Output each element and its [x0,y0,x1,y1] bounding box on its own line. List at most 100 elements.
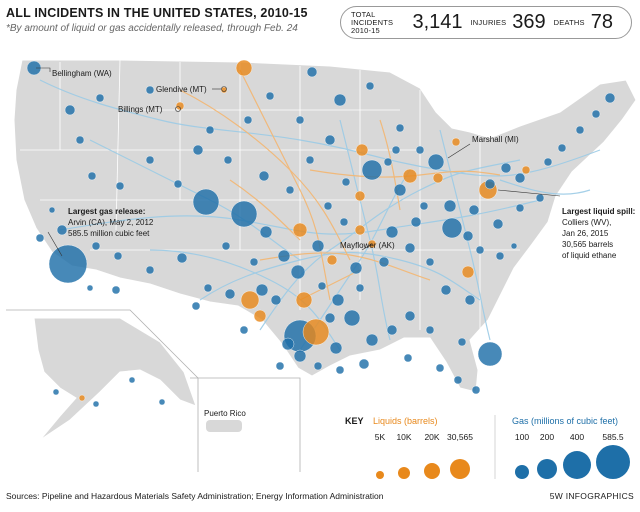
callout-liquid-line3: Jan 26, 2015 [562,229,609,238]
gas-incident-bubble [145,265,155,275]
gas-incident-bubble [443,199,457,213]
gas-incident-bubble [91,241,101,251]
gas-incident-bubble [270,294,282,306]
deaths-value: 78 [590,11,613,33]
gas-incident-bubble [95,93,105,103]
gas-incident-bubble [361,159,383,181]
gas-incident-bubble [255,283,269,297]
gas-incident-bubble [365,333,379,347]
callout-glendive: Glendive (MT) [156,85,227,94]
liquid-incident-bubble [240,290,260,310]
key-liquid-circle [450,459,470,479]
gas-incident-bubble [317,281,327,291]
gas-incident-bubble [205,125,215,135]
gas-incident-bubble [92,400,100,408]
gas-incident-bubble [311,239,325,253]
liquid-incident-bubble [326,254,338,266]
key-gas-circle [563,451,591,479]
gas-incident-bubble [265,91,275,101]
gas-incident-bubble [224,288,236,300]
gas-incident-bubble [203,283,213,293]
gas-incident-bubble [145,85,155,95]
liquid-incident-bubble [78,394,86,402]
gas-incident-bubble [128,376,136,384]
gas-incident-bubble [440,284,452,296]
gas-incident-bubble [575,125,585,135]
gas-incident-bubble [349,261,363,275]
gas-incident-bubble [477,341,503,367]
key-liquid-label: 30,565 [447,432,473,442]
liquid-incident-bubble [302,318,330,346]
gas-incident-bubble [425,325,435,335]
gas-incident-bubble [591,109,601,119]
gas-incident-bubble [425,257,435,267]
liquid-pipelines [179,69,501,301]
gas-incident-bubble [295,115,305,125]
gas-incident-bubble [52,388,60,396]
liquid-incident-bubble [253,309,267,323]
callout-bellingham: Bellingham (WA) [36,67,112,78]
gas-incident-bubble [192,144,204,156]
gas-incident-bubble [87,171,97,181]
gas-incident-bubble [468,204,480,216]
gas-incident-bubble [176,252,188,264]
gas-incident-bubble [419,201,429,211]
deaths-label: DEATHS [553,17,585,27]
gas-incident-bubble [145,155,155,165]
gas-incident-bubble [604,92,616,104]
gas-incident-bubble [358,358,370,370]
key-gas-legend: 100 200 400 585.5 [515,432,630,479]
callout-mayflower: Mayflower (AK) [340,241,395,251]
gas-incident-bubble [324,312,336,324]
injuries-value: 369 [512,11,546,33]
gas-incident-bubble [464,294,476,306]
gas-incident-bubble [435,363,445,373]
gas-incident-bubble [427,153,445,171]
key-label: KEY [345,416,364,426]
gas-incident-bubble [290,264,306,280]
key-liquid-circle [376,471,384,479]
gas-incident-bubble [221,241,231,251]
gas-incident-bubble [115,181,125,191]
incident-stats-box: TOTAL INCIDENTS 2010-15 3,141 INJURIES 3… [340,6,632,39]
liquid-incident-bubble [220,86,228,94]
liquid-incident-bubble [521,165,531,175]
gas-incident-bubble [230,200,258,228]
callout-liquid-line2: Colliers (WV), [562,218,611,227]
gas-incident-bubble [113,251,123,261]
key-gas-title: Gas (millions of cubic feet) [512,416,618,426]
callout-largest-liquid: Largest liquid spill: Colliers (WV), Jan… [497,189,635,260]
gas-incident-bubble [495,251,505,261]
credit-label: 5W INFOGRAPHICS [549,491,634,501]
gas-incident-bubble [535,193,545,203]
total-incidents-label: TOTAL INCIDENTS 2010-15 [351,9,394,35]
liquid-incident-bubble [292,222,308,238]
page-title: ALL INCIDENTS IN THE UNITED STATES, 2010… [6,6,308,20]
callout-liquid-line4: 30,565 barrels [562,240,613,249]
liquid-incident-bubble [235,59,253,77]
callout-marshall-label: Marshall (MI) [472,135,519,144]
gas-incident-bubble [223,155,233,165]
liquid-incident-bubble [295,291,313,309]
map-key: KEY Liquids (barrels) Gas (millions of c… [345,415,630,479]
gas-incident-bubble [386,324,398,336]
gas-incident-bubble [313,361,323,371]
gas-incident-bubble [341,177,351,187]
gas-incident-bubble [293,349,307,363]
liquid-incident-bubble [354,190,366,202]
liquid-incident-bubble [354,224,366,236]
gas-incident-bubble [378,256,390,268]
total-incidents-value: 3,141 [412,11,463,33]
liquid-incident-bubble [175,101,185,111]
callout-billings: Billings (MT) [118,105,181,114]
sources-note: Sources: Pipeline and Hazardous Material… [6,491,384,501]
liquid-incident-bubble [451,137,461,147]
gas-incident-bubble [415,145,425,155]
gas-incident-bubble [259,225,273,239]
gas-incident-bubble [48,206,56,214]
callout-gas-line2: Arvin (CA), May 2, 2012 [68,218,154,227]
key-gas-circle [537,459,557,479]
gas-incident-bubble [543,157,553,167]
gas-incident-bubble [385,225,399,239]
